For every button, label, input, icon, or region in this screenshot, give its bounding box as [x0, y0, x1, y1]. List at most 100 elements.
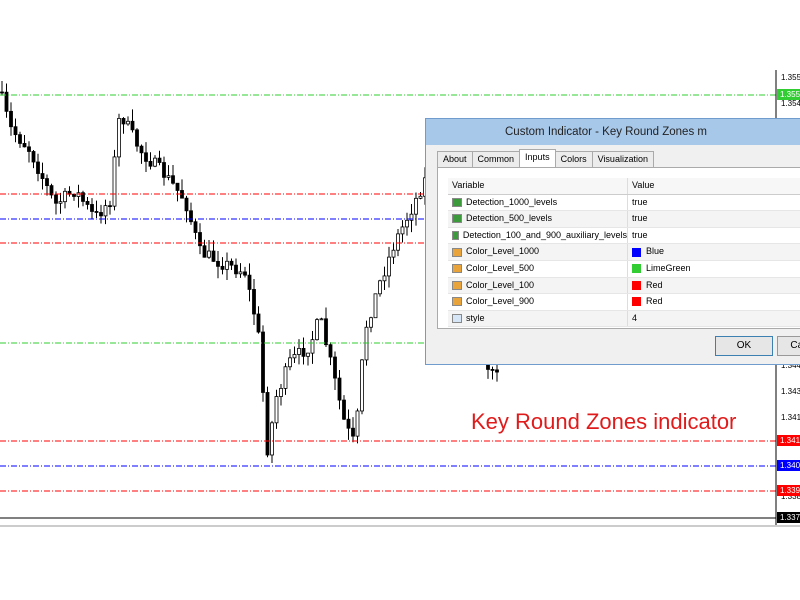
- candle: [409, 213, 414, 221]
- candle: [58, 201, 63, 204]
- candle: [13, 126, 18, 136]
- candle: [333, 356, 337, 379]
- table-row[interactable]: Color_Level_500 LimeGreen: [448, 260, 800, 278]
- table-header: Variable Value: [448, 178, 800, 195]
- table-row[interactable]: Color_Level_900 Red: [448, 294, 800, 311]
- level-tag: [777, 512, 800, 523]
- candle: [495, 369, 499, 373]
- candle: [153, 157, 157, 167]
- candle: [81, 192, 85, 202]
- candle: [54, 194, 58, 204]
- value-cell: LimeGreen: [628, 261, 691, 277]
- variable-value: true: [632, 229, 648, 240]
- cancel-button[interactable]: Cancel: [777, 336, 800, 356]
- candle: [184, 197, 189, 212]
- candle: [76, 192, 81, 197]
- table-row[interactable]: Color_Level_100 Red: [448, 277, 800, 295]
- level-label: 1.3390: [780, 486, 800, 495]
- table-row[interactable]: Detection_100_and_900_auxiliary_levels tr…: [448, 227, 800, 245]
- tab-active[interactable]: Inputs: [519, 149, 556, 168]
- ok-button[interactable]: OK: [715, 336, 773, 356]
- candle: [171, 175, 175, 184]
- candle: [27, 146, 31, 152]
- candle: [99, 212, 103, 217]
- tab[interactable]: Colors: [554, 151, 593, 167]
- type-icon: [452, 247, 462, 257]
- candle: [162, 162, 166, 178]
- candle: [297, 348, 301, 355]
- color-swatch: [632, 280, 641, 290]
- table-row[interactable]: Detection_500_levels true: [448, 211, 800, 228]
- candle: [391, 249, 396, 258]
- color-swatch: [632, 264, 641, 274]
- price-label: 1.3419: [781, 413, 800, 422]
- candle: [175, 182, 180, 191]
- tab[interactable]: Common: [471, 151, 521, 167]
- level-label: 1.3555: [780, 90, 800, 99]
- candle: [198, 232, 202, 247]
- type-icon: [452, 280, 462, 290]
- candle: [243, 271, 247, 276]
- variable-cell: Detection_1000_levels: [448, 194, 628, 211]
- price-label: 1.3548: [781, 99, 800, 108]
- color-swatch: [632, 297, 641, 307]
- column-header: Variable: [448, 178, 628, 194]
- candle: [378, 280, 382, 295]
- candle: [49, 185, 54, 196]
- tab[interactable]: About: [437, 151, 473, 167]
- variable-value: LimeGreen: [646, 262, 691, 273]
- tab-bar: About Common Inputs Colors Visualization: [437, 149, 654, 168]
- candle: [90, 204, 94, 212]
- candle: [288, 357, 292, 368]
- candle: [310, 339, 315, 354]
- candle: [279, 388, 283, 397]
- variable-cell: Detection_500_levels: [448, 211, 628, 227]
- candle: [337, 377, 342, 401]
- variable-cell: style: [448, 310, 628, 327]
- value-cell: true: [628, 211, 648, 227]
- value-cell: Red: [628, 278, 663, 294]
- candle: [414, 197, 418, 215]
- variable-value: Red: [646, 279, 663, 290]
- candle: [270, 422, 274, 456]
- type-icon: [452, 231, 459, 241]
- price-label: 1.3440: [781, 361, 800, 370]
- candle: [225, 260, 229, 270]
- level-tag: [777, 485, 800, 496]
- variable-value: true: [632, 213, 648, 224]
- tab[interactable]: Visualization: [591, 151, 654, 167]
- candle: [0, 91, 4, 94]
- type-icon: [452, 214, 462, 224]
- candle: [63, 190, 67, 203]
- candle: [117, 118, 121, 158]
- candle: [261, 331, 265, 393]
- variable-name: Color_Level_900: [466, 296, 535, 307]
- candle: [207, 250, 211, 258]
- candle: [216, 260, 220, 267]
- level-tag: [777, 89, 800, 100]
- variable-name: Color_Level_100: [466, 279, 535, 290]
- table-row[interactable]: Detection_1000_levels true: [448, 194, 800, 212]
- candle: [346, 418, 351, 429]
- annotation: Key Round Zones indicator: [471, 409, 737, 434]
- price-label: 1.3557: [781, 73, 800, 82]
- variable-name: Detection_1000_levels: [466, 196, 558, 207]
- dialog-title: Custom Indicator - Key Round Zones m: [426, 119, 800, 145]
- table-row[interactable]: Color_Level_1000 Blue: [448, 244, 800, 261]
- candle: [108, 205, 112, 208]
- candle: [31, 151, 36, 163]
- candle: [220, 265, 225, 270]
- variable-name: Color_Level_1000: [466, 246, 540, 257]
- candle: [256, 313, 261, 333]
- inputs-panel: Variable Value Detection_1000_levels true…: [437, 167, 800, 329]
- variable-value: true: [632, 196, 648, 207]
- level-tag: [777, 460, 800, 471]
- variable-cell: Color_Level_500: [448, 260, 628, 277]
- column-header: Value: [632, 180, 655, 190]
- level-label: 1.3410: [780, 436, 800, 445]
- table-row[interactable]: style 4: [448, 310, 800, 328]
- candle: [355, 410, 360, 437]
- candle: [418, 195, 423, 199]
- type-icon: [452, 197, 462, 207]
